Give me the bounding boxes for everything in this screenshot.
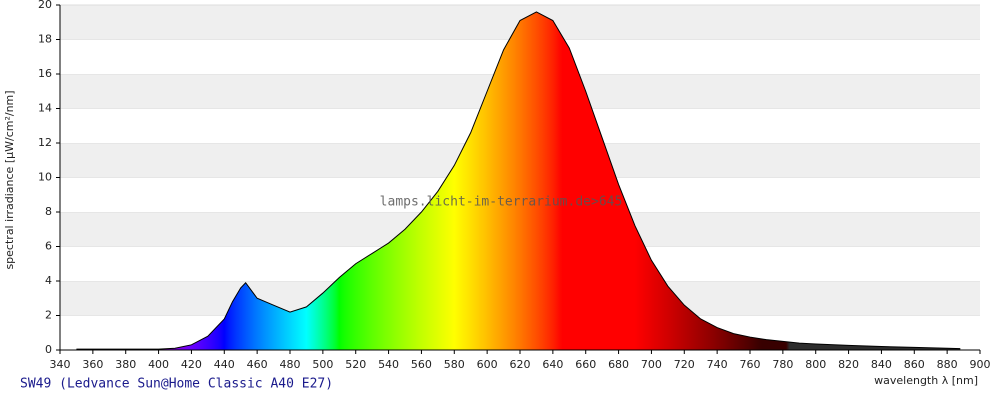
- y-tick-label: 10: [38, 171, 52, 184]
- x-tick-label: 700: [641, 358, 662, 371]
- y-tick-label: 6: [45, 240, 52, 253]
- y-tick-label: 14: [38, 102, 52, 115]
- x-tick-label: 440: [214, 358, 235, 371]
- x-tick-label: 480: [280, 358, 301, 371]
- chart-title: SW49 (Ledvance Sun@Home Classic A40 E27): [20, 377, 333, 392]
- y-tick-label: 2: [45, 309, 52, 322]
- x-tick-label: 660: [575, 358, 596, 371]
- x-tick-label: 860: [904, 358, 925, 371]
- y-tick-label: 0: [45, 343, 52, 356]
- x-tick-label: 880: [937, 358, 958, 371]
- x-tick-label: 360: [82, 358, 103, 371]
- x-tick-label: 540: [378, 358, 399, 371]
- x-tick-label: 580: [444, 358, 465, 371]
- x-tick-label: 900: [970, 358, 991, 371]
- x-tick-label: 560: [411, 358, 432, 371]
- x-tick-label: 800: [805, 358, 826, 371]
- x-tick-label: 420: [181, 358, 202, 371]
- spectrum-line: [76, 11, 961, 350]
- y-tick-label: 8: [45, 205, 52, 218]
- x-tick-label: 380: [115, 358, 136, 371]
- x-tick-label: 780: [772, 358, 793, 371]
- y-tick-label: 4: [45, 274, 52, 287]
- y-axis-label: spectral irradiance [µW/cm²/nm]: [3, 90, 16, 269]
- x-tick-label: 340: [50, 358, 71, 371]
- spectrum-area: [76, 11, 961, 351]
- watermark: lamps.licht-im-terrarium.de>645: [380, 195, 623, 210]
- x-tick-label: 740: [707, 358, 728, 371]
- x-tick-label: 620: [510, 358, 531, 371]
- y-tick-label: 16: [38, 67, 52, 80]
- x-tick-label: 840: [871, 358, 892, 371]
- x-tick-label: 460: [247, 358, 268, 371]
- x-axis-label: wavelength λ [nm]: [874, 374, 978, 387]
- x-tick-label: 400: [148, 358, 169, 371]
- x-tick-label: 600: [477, 358, 498, 371]
- x-tick-label: 520: [345, 358, 366, 371]
- y-tick-label: 12: [38, 136, 52, 149]
- x-tick-label: 500: [312, 358, 333, 371]
- x-tick-label: 760: [740, 358, 761, 371]
- y-tick-label: 18: [38, 33, 52, 46]
- x-tick-label: 640: [542, 358, 563, 371]
- x-tick-label: 680: [608, 358, 629, 371]
- x-tick-label: 720: [674, 358, 695, 371]
- x-tick-label: 820: [838, 358, 859, 371]
- y-tick-label: 20: [38, 0, 52, 11]
